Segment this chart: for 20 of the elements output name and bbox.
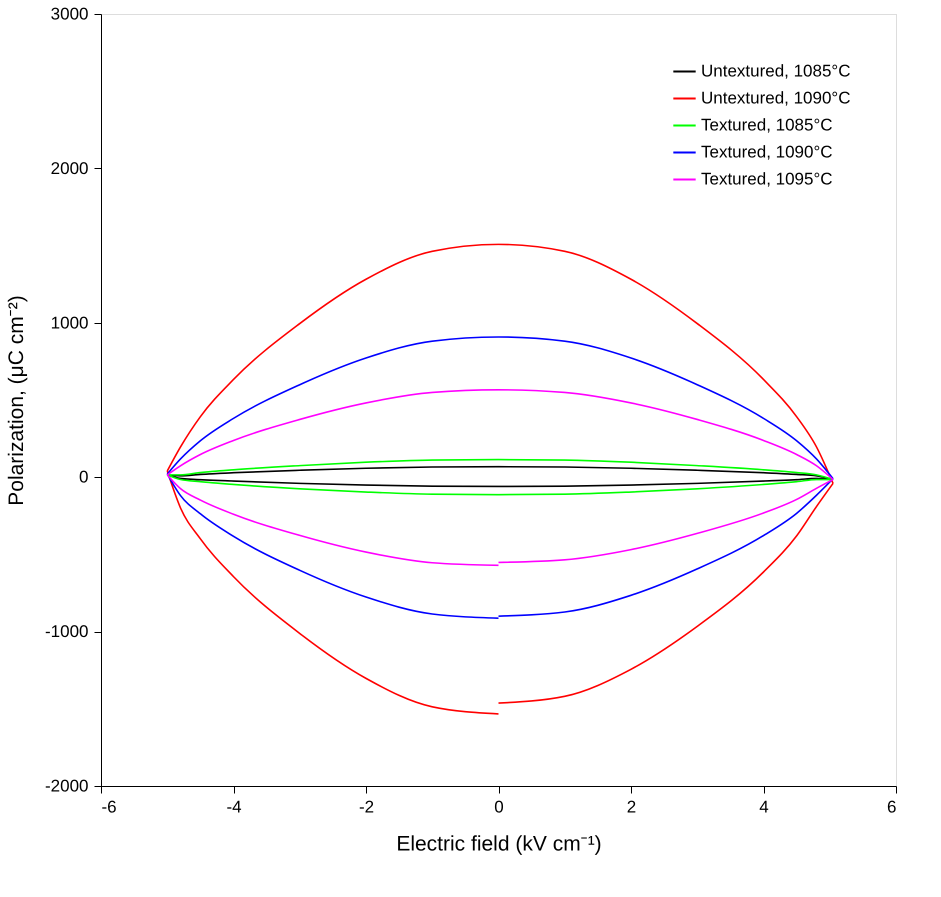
x-tick-label: -2 xyxy=(358,798,374,816)
y-tick-label: -2000 xyxy=(45,776,88,796)
legend-label: Textured, 1095°C xyxy=(701,170,833,188)
legend-label: Untextured, 1085°C xyxy=(701,62,850,80)
y-tick-label: 0 xyxy=(79,468,88,487)
y-tick-label: 3000 xyxy=(50,4,88,24)
x-axis-title: Electric field (kV cm⁻¹) xyxy=(396,832,602,856)
y-axis-title: Polarization, (μC cm⁻²) xyxy=(5,295,28,506)
y-tick-label: 2000 xyxy=(50,158,88,178)
x-tick-label: -6 xyxy=(102,798,117,816)
legend-label: Textured, 1085°C xyxy=(701,116,833,134)
y-tick-label: -1000 xyxy=(45,622,88,642)
x-tick-label: 0 xyxy=(494,798,504,816)
legend-label: Untextured, 1090°C xyxy=(701,88,850,108)
x-tick-label: 6 xyxy=(887,798,896,816)
y-tick-label: 1000 xyxy=(50,313,88,332)
legend-label: Textured, 1090°C xyxy=(701,142,833,162)
x-tick-label: 4 xyxy=(759,798,769,816)
x-tick-label: -4 xyxy=(226,798,242,816)
x-tick-label: 2 xyxy=(626,798,636,816)
